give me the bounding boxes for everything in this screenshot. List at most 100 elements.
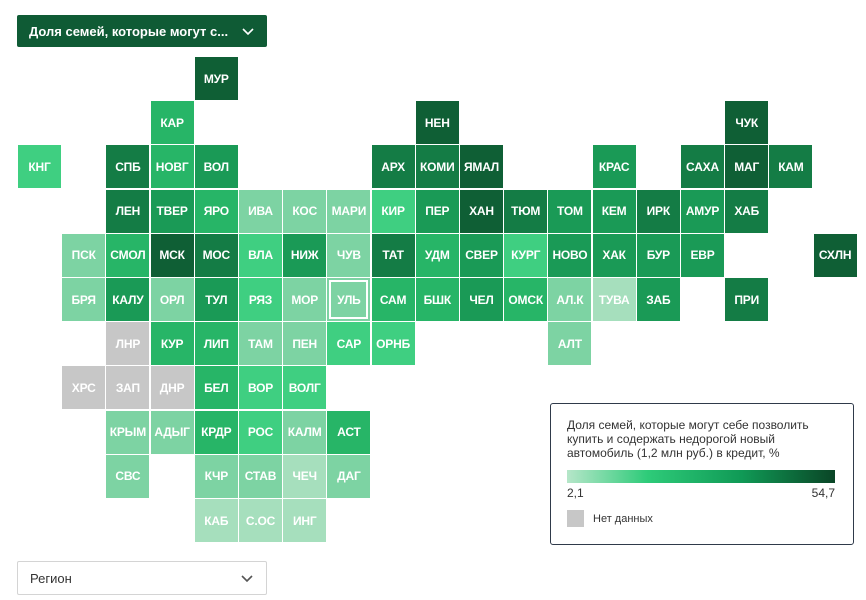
region-tile[interactable]: ДНР bbox=[150, 366, 194, 410]
region-tile[interactable]: САМ bbox=[371, 278, 415, 321]
region-tile[interactable]: ТАМ bbox=[239, 322, 282, 366]
region-tile[interactable]: ЗАП bbox=[106, 366, 150, 410]
region-tile[interactable]: УЛЬ bbox=[327, 278, 371, 321]
region-tile[interactable]: ТЮМ bbox=[504, 189, 548, 233]
region-tile[interactable]: АРХ bbox=[371, 145, 415, 189]
region-tile[interactable]: КРАС bbox=[592, 145, 636, 189]
region-select[interactable]: Регион bbox=[17, 561, 267, 595]
region-tile[interactable]: БШК bbox=[415, 278, 459, 321]
region-tile[interactable]: ПРИ bbox=[725, 278, 769, 321]
region-tile[interactable]: СПБ bbox=[106, 145, 150, 189]
region-tile[interactable]: ЯМАЛ bbox=[460, 145, 503, 189]
region-tile[interactable]: ОРНБ bbox=[371, 322, 415, 366]
region-tile[interactable]: ЕВР bbox=[681, 233, 724, 277]
region-tile[interactable]: МОС bbox=[194, 233, 238, 277]
region-tile[interactable]: БРЯ bbox=[62, 278, 106, 321]
region-tile[interactable]: ЛЕН bbox=[106, 189, 150, 233]
region-tile[interactable]: КОМИ bbox=[415, 145, 459, 189]
chevron-down-icon bbox=[241, 575, 253, 583]
legend-max-label: 54,7 bbox=[811, 486, 835, 500]
region-tile[interactable]: НЕН bbox=[415, 101, 459, 145]
region-tile[interactable]: ЛНР bbox=[106, 322, 150, 366]
region-tile[interactable]: КЕМ bbox=[592, 189, 636, 233]
region-tile[interactable]: АДЫГ bbox=[150, 410, 194, 454]
region-tile[interactable]: ЧЕЛ bbox=[460, 278, 503, 321]
region-tile[interactable]: ТОМ bbox=[548, 189, 592, 233]
region-tile[interactable]: ВОР bbox=[239, 366, 282, 410]
region-tile[interactable]: ВОЛ bbox=[194, 145, 238, 189]
region-tile[interactable]: ПЕР bbox=[415, 189, 459, 233]
region-tile[interactable]: РЯЗ bbox=[239, 278, 282, 321]
region-tile[interactable]: ХРС bbox=[62, 366, 106, 410]
region-tile[interactable]: ЧУК bbox=[725, 101, 769, 145]
region-tile[interactable]: КРДР bbox=[194, 410, 238, 454]
region-tile[interactable]: ЧУВ bbox=[327, 233, 371, 277]
region-tile[interactable]: СВЕР bbox=[460, 233, 503, 277]
no-data-label: Нет данных bbox=[593, 512, 653, 525]
region-tile[interactable]: ТУЛ bbox=[194, 278, 238, 321]
region-tile[interactable]: КАЛМ bbox=[283, 410, 327, 454]
indicator-select[interactable]: Доля семей, которые могут с... bbox=[17, 15, 267, 47]
region-select-placeholder: Регион bbox=[30, 570, 72, 586]
region-tile[interactable]: СТАВ bbox=[239, 454, 282, 498]
region-tile[interactable]: САХА bbox=[681, 145, 724, 189]
region-tile[interactable]: СВС bbox=[106, 454, 150, 498]
region-tile[interactable]: ВОЛГ bbox=[283, 366, 327, 410]
region-tile[interactable]: КИР bbox=[371, 189, 415, 233]
region-tile[interactable]: ХАБ bbox=[725, 189, 769, 233]
region-tile[interactable]: ЧЕЧ bbox=[283, 454, 327, 498]
region-tile[interactable]: НОВГ bbox=[150, 145, 194, 189]
region-tile[interactable]: ЯРО bbox=[194, 189, 238, 233]
region-tile[interactable]: АМУР bbox=[681, 189, 724, 233]
region-tile[interactable]: ТВЕР bbox=[150, 189, 194, 233]
tile-grid-map: МУР КАР НЕН ЧУК КНГ СПБ НОВГ ВОЛ АРХ КОМИ ЯМАЛ КРАС… bbox=[18, 57, 857, 542]
region-tile[interactable]: МОР bbox=[283, 278, 327, 321]
region-tile[interactable]: КЧР bbox=[194, 454, 238, 498]
region-tile[interactable]: НИЖ bbox=[283, 233, 327, 277]
region-tile[interactable]: ОМСК bbox=[504, 278, 548, 321]
region-tile[interactable]: АЛ.К bbox=[548, 278, 592, 321]
region-tile[interactable]: АСТ bbox=[327, 410, 371, 454]
region-tile[interactable]: ОРЛ bbox=[150, 278, 194, 321]
region-tile[interactable]: ЛИП bbox=[194, 322, 238, 366]
region-tile[interactable]: КАМ bbox=[769, 145, 813, 189]
region-tile[interactable]: ПЕН bbox=[283, 322, 327, 366]
region-tile[interactable]: КАБ bbox=[194, 499, 238, 542]
region-tile[interactable]: САР bbox=[327, 322, 371, 366]
region-tile[interactable]: С.ОС bbox=[239, 499, 282, 542]
region-tile[interactable]: ЗАБ bbox=[636, 278, 680, 321]
region-tile[interactable]: ИРК bbox=[636, 189, 680, 233]
region-tile[interactable]: БЕЛ bbox=[194, 366, 238, 410]
region-tile[interactable]: ИВА bbox=[239, 189, 282, 233]
region-tile[interactable]: ТУВА bbox=[592, 278, 636, 321]
region-tile[interactable]: КРЫМ bbox=[106, 410, 150, 454]
region-tile[interactable]: КНГ bbox=[18, 145, 61, 189]
legend-box: Доля семей, которые могут себе позволить… bbox=[550, 403, 854, 545]
region-tile[interactable]: КАЛУ bbox=[106, 278, 150, 321]
region-tile[interactable]: КУР bbox=[150, 322, 194, 366]
region-tile[interactable]: ВЛА bbox=[239, 233, 282, 277]
region-tile[interactable]: МАГ bbox=[725, 145, 769, 189]
region-tile[interactable]: ПСК bbox=[62, 233, 106, 277]
region-tile[interactable]: АЛТ bbox=[548, 322, 592, 366]
region-tile[interactable]: МАРИ bbox=[327, 189, 371, 233]
region-tile[interactable]: СХЛН bbox=[813, 233, 857, 277]
legend-title: Доля семей, которые могут себе позволить… bbox=[567, 418, 809, 460]
region-tile[interactable]: УДМ bbox=[415, 233, 459, 277]
region-tile[interactable]: БУР bbox=[636, 233, 680, 277]
region-tile[interactable]: ДАГ bbox=[327, 454, 371, 498]
legend-no-data: Нет данных bbox=[567, 510, 837, 527]
region-tile[interactable]: НОВО bbox=[548, 233, 592, 277]
region-tile[interactable]: КАР bbox=[150, 101, 194, 145]
indicator-select-label: Доля семей, которые могут с... bbox=[29, 23, 229, 39]
region-tile[interactable]: КУРГ bbox=[504, 233, 548, 277]
region-tile[interactable]: ТАТ bbox=[371, 233, 415, 277]
region-tile[interactable]: ХАК bbox=[592, 233, 636, 277]
region-tile[interactable]: РОС bbox=[239, 410, 282, 454]
region-tile[interactable]: ИНГ bbox=[283, 499, 327, 542]
region-tile[interactable]: МУР bbox=[194, 57, 238, 100]
region-tile[interactable]: СМОЛ bbox=[106, 233, 150, 277]
region-tile[interactable]: МСК bbox=[150, 233, 194, 277]
region-tile[interactable]: КОС bbox=[283, 189, 327, 233]
region-tile[interactable]: ХАН bbox=[460, 189, 503, 233]
